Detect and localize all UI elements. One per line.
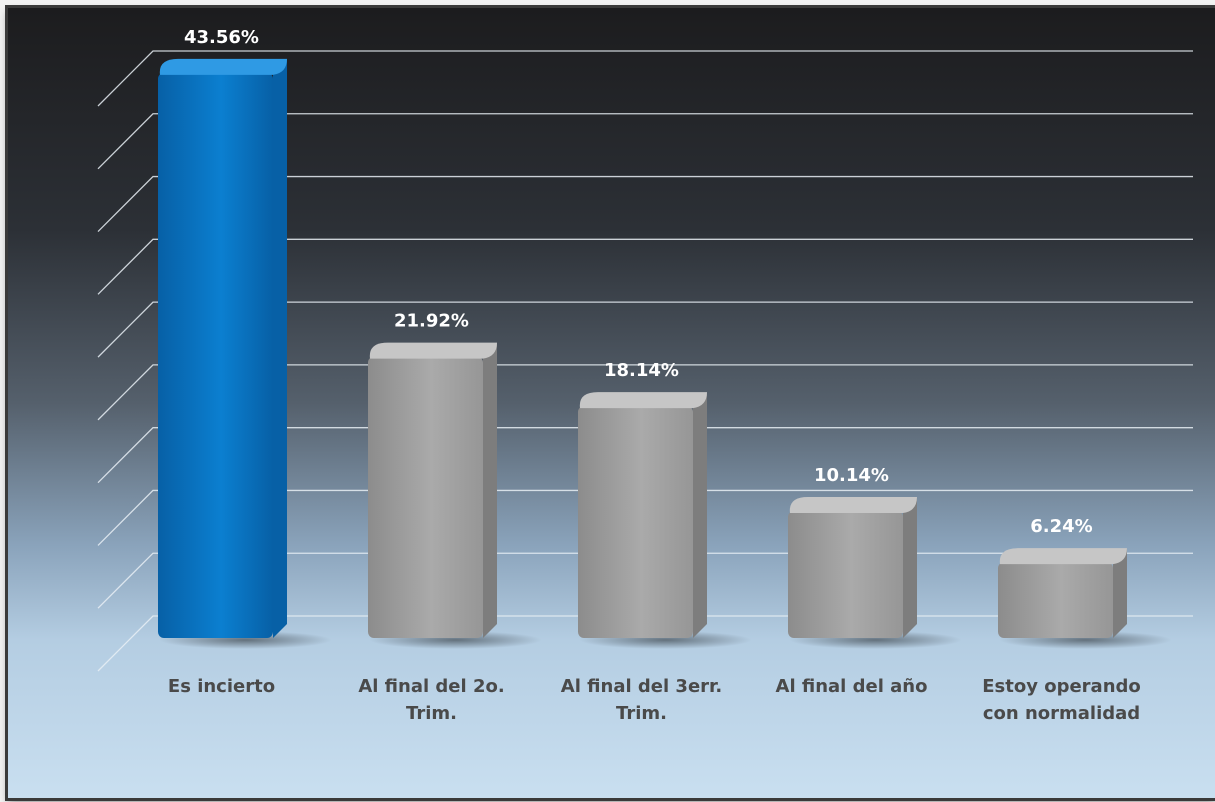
category-label: Al final del 2o. Trim. <box>358 676 504 724</box>
bar-front <box>998 562 1113 638</box>
data-label: 21.92% <box>394 311 469 332</box>
gridline <box>97 175 1193 233</box>
gridline <box>97 238 1193 295</box>
bars <box>158 58 1172 649</box>
bar-side <box>693 392 707 638</box>
data-label: 10.14% <box>814 465 889 486</box>
category-label: Es incierto <box>168 676 275 697</box>
data-label: 43.56% <box>184 27 259 48</box>
gridline <box>97 301 1193 358</box>
bar-top <box>789 497 917 514</box>
category-label: Al final del año <box>776 676 928 697</box>
bar-top <box>579 392 707 409</box>
bar-top <box>159 58 287 75</box>
bar-side <box>273 58 287 638</box>
category-label: Al final del 3err. Trim. <box>561 676 722 724</box>
gridlines <box>97 50 1193 672</box>
gridline <box>97 427 1193 484</box>
gridline <box>97 50 1193 107</box>
bar-chart: 43.56% 21.92% 18.14% 10.14% 6.24% Es inciert… <box>97 27 1193 724</box>
data-label: 6.24% <box>1030 516 1092 537</box>
bar-side <box>483 342 497 638</box>
bar-front <box>368 356 483 638</box>
bar <box>788 497 962 649</box>
bar-front <box>578 406 693 638</box>
gridline <box>97 489 1193 546</box>
bar <box>368 342 542 649</box>
bar <box>998 548 1172 649</box>
gridline <box>97 113 1193 170</box>
bar <box>158 58 332 649</box>
bar <box>578 392 752 649</box>
category-label: Estoy operando con normalidad <box>982 676 1141 724</box>
bar-front <box>788 511 903 638</box>
bar-side <box>903 497 917 638</box>
bar-top <box>369 342 497 359</box>
bar-top <box>999 548 1127 565</box>
chart-frame: 43.56% 21.92% 18.14% 10.14% 6.24% Es inciert… <box>8 8 1215 798</box>
gridline <box>97 364 1193 421</box>
category-labels: Es incierto Al final del 2o. Trim. Al final… <box>168 676 1141 724</box>
bar-front <box>158 72 273 638</box>
data-labels: 43.56% 21.92% 18.14% 10.14% 6.24% <box>184 27 1093 537</box>
data-label: 18.14% <box>604 360 679 381</box>
bar-side <box>1113 548 1127 638</box>
